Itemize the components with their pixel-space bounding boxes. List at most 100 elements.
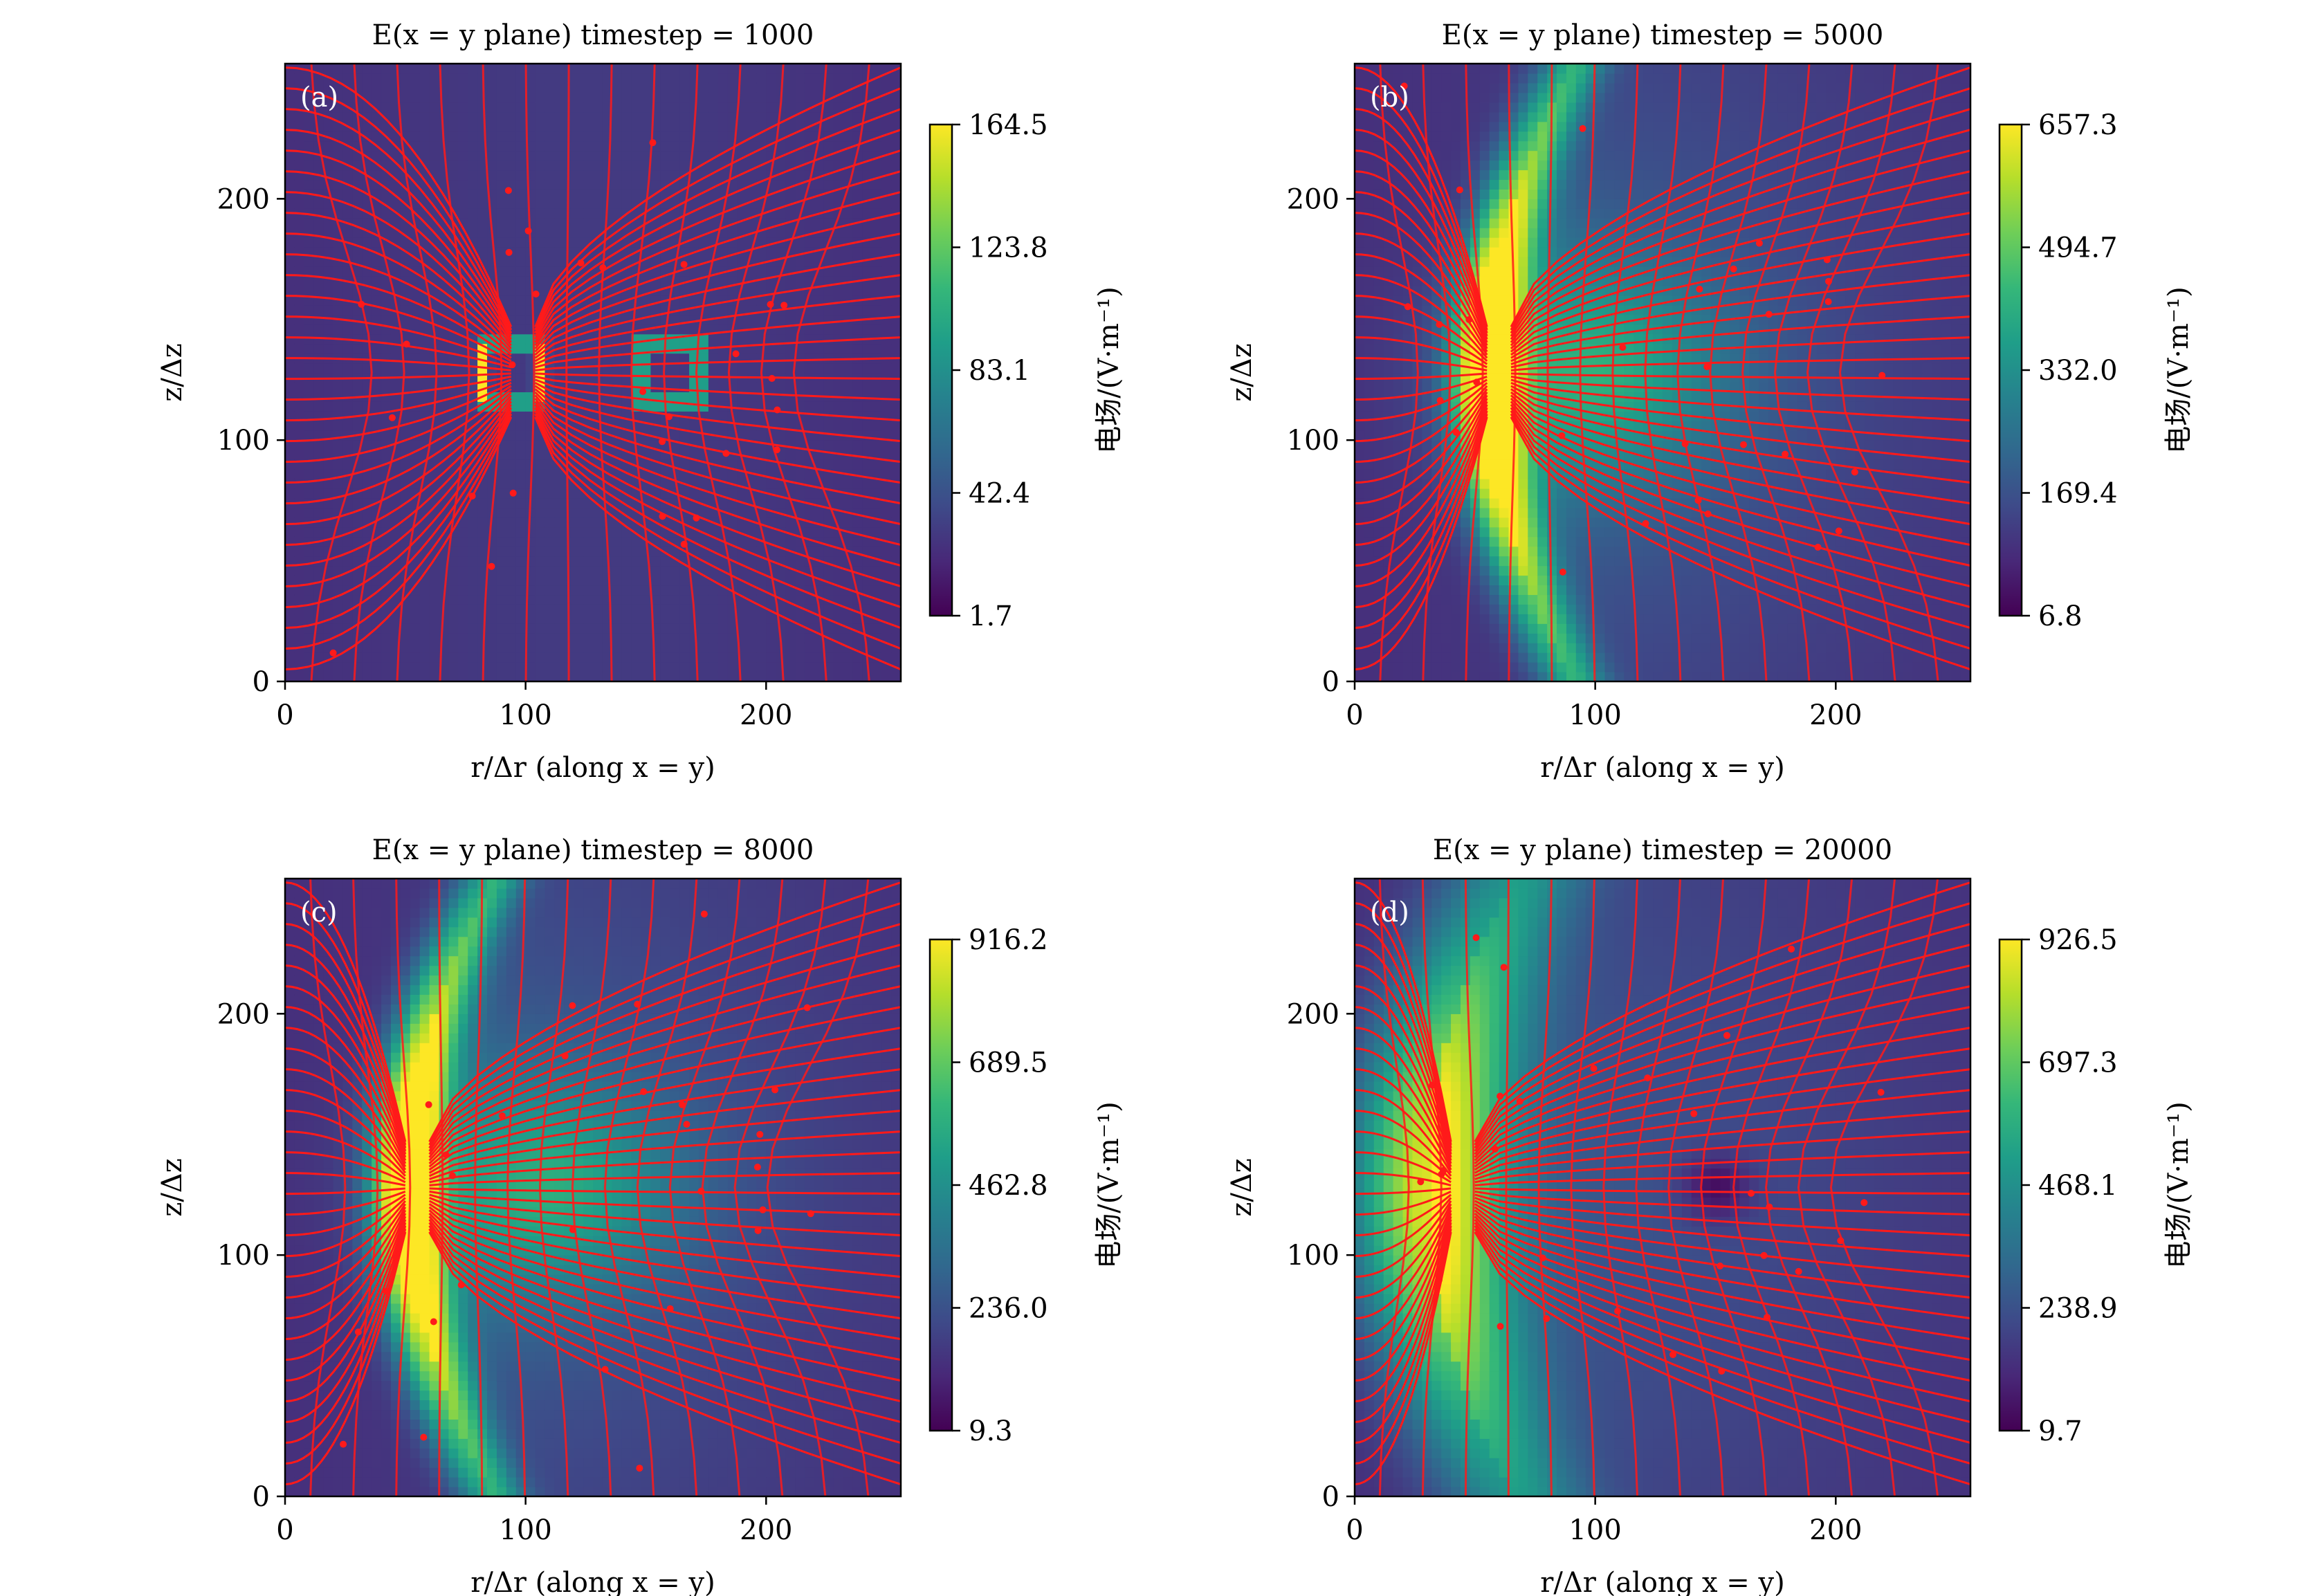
heatmap-cell [496,169,507,181]
heatmap-cell [833,672,844,682]
heatmap-cell [285,546,295,557]
heatmap-cell [641,333,652,345]
heatmap-cell [285,160,295,171]
heatmap-cell [1431,614,1442,624]
heatmap-cell [285,565,295,576]
heatmap-cell [891,382,902,392]
heatmap-cell [804,111,815,122]
heatmap-cell [487,160,497,171]
heatmap-cell [747,333,758,345]
heatmap-cell [381,594,392,605]
heatmap-cell [545,565,555,576]
heatmap-cell [410,82,421,93]
heatmap-cell [554,121,565,132]
heatmap-cell [304,285,315,296]
heatmap-cell [593,82,603,93]
heatmap-cell [477,208,488,219]
heatmap-cell [670,643,680,653]
heatmap-cell [390,64,401,74]
heatmap-cell [487,169,497,181]
heatmap-cell [554,82,565,93]
heatmap-cell [419,614,430,624]
heatmap-cell [448,594,459,605]
streamline-arrow [768,375,776,382]
heatmap-cell [881,382,892,392]
heatmap-cell [285,150,295,161]
heatmap-cell [372,64,382,74]
heatmap-cell [1441,73,1452,84]
heatmap-cell [372,343,382,354]
heatmap-cell [545,585,555,596]
heatmap-cell [352,247,363,257]
heatmap-cell [372,614,382,624]
heatmap-cell [660,614,670,624]
heatmap-cell [554,73,565,84]
heatmap-cell [313,199,324,209]
heatmap-cell [554,257,565,267]
heatmap-cell [785,672,796,682]
heatmap-cell [852,497,863,508]
heatmap-cell [621,82,632,93]
heatmap-cell [468,517,478,528]
heatmap-cell [294,237,305,248]
heatmap-cell [506,275,517,286]
heatmap-cell [448,672,459,682]
heatmap-cell [641,633,652,643]
heatmap-cell [323,382,334,392]
heatmap-cell [1364,546,1375,557]
heatmap-cell [390,565,401,576]
heatmap-cell [583,585,594,596]
heatmap-cell [717,594,729,605]
heatmap-cell [458,585,468,596]
heatmap-cell [833,228,844,238]
heatmap-cell [372,353,382,364]
heatmap-cell [381,189,392,199]
heatmap-cell [468,131,478,142]
heatmap-cell [554,556,565,567]
heatmap-cell [621,536,632,547]
heatmap-cell [823,102,834,113]
heatmap-cell [487,585,497,596]
heatmap-cell [294,92,305,103]
heatmap-cell [448,546,459,557]
heatmap-cell [823,218,834,228]
heatmap-cell [679,459,690,470]
heatmap-cell [362,440,372,450]
heatmap-cell [747,189,758,199]
heatmap-cell [381,392,392,402]
heatmap-cell [323,363,334,374]
heatmap-cell [795,275,805,286]
heatmap-cell [294,633,305,643]
heatmap-cell [785,450,796,460]
heatmap-cell [670,575,680,586]
heatmap-cell [852,469,863,479]
heatmap-cell [1373,363,1384,374]
heatmap-cell [362,73,372,84]
heatmap-cell [660,672,670,682]
heatmap-cell [496,594,507,605]
heatmap-cell [756,150,767,161]
heatmap-cell [333,421,344,431]
heatmap-cell [1393,333,1404,345]
heatmap-cell [554,247,565,257]
heatmap-cell [795,64,805,74]
heatmap-cell [400,314,411,325]
heatmap-cell [333,643,344,653]
heatmap-cell [390,150,401,161]
heatmap-cell [737,536,748,547]
heatmap-cell [1383,64,1394,74]
heatmap-cell [843,478,854,489]
heatmap-cell [891,672,902,682]
heatmap-cell [804,131,815,142]
heatmap-cell [294,507,305,518]
heatmap-cell [583,526,594,538]
heatmap-cell [304,440,315,450]
heatmap-cell [448,169,459,181]
heatmap-cell [881,343,892,354]
heatmap-cell [1441,131,1452,142]
heatmap-cell [1393,440,1404,450]
heatmap-cell [535,633,546,643]
heatmap-cell [679,662,690,672]
heatmap-cell [756,169,767,181]
heatmap-cell [862,517,872,528]
